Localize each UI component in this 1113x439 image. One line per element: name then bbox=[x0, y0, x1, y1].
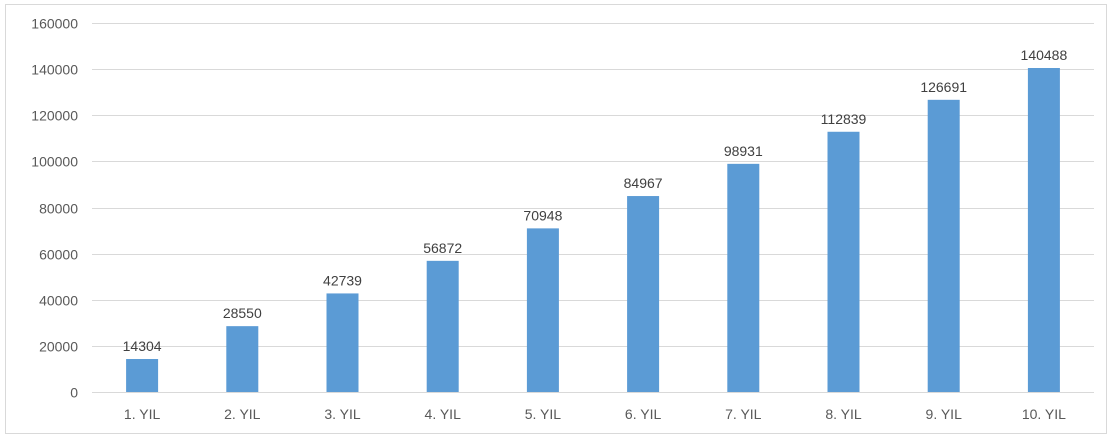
y-tick-label: 40000 bbox=[39, 293, 78, 309]
y-tick-label: 140000 bbox=[31, 62, 78, 78]
y-tick-label: 160000 bbox=[31, 16, 78, 32]
bar bbox=[927, 99, 960, 392]
y-tick-label: 60000 bbox=[39, 247, 78, 263]
x-tick-label: 8. YIL bbox=[825, 406, 862, 422]
data-label: 56872 bbox=[423, 240, 462, 256]
x-tick-label: 7. YIL bbox=[725, 406, 762, 422]
data-label: 70948 bbox=[523, 207, 562, 223]
y-axis-tick-labels: 0 20000 40000 60000 80000 100000 120000 140000 1… bbox=[31, 16, 78, 401]
x-tick-label: 9. YIL bbox=[926, 406, 963, 422]
bar bbox=[226, 326, 259, 392]
x-tick-label: 5. YIL bbox=[525, 406, 562, 422]
data-label: 84967 bbox=[624, 175, 663, 191]
bar bbox=[426, 260, 459, 392]
x-tick-label: 4. YIL bbox=[425, 406, 462, 422]
data-label: 126691 bbox=[920, 79, 967, 95]
y-tick-label: 100000 bbox=[31, 154, 78, 170]
data-labels: 14304 28550 42739 56872 70948 84967 98931 11283… bbox=[123, 47, 1068, 354]
data-label: 28550 bbox=[223, 305, 262, 321]
x-tick-label: 3. YIL bbox=[324, 406, 361, 422]
bar bbox=[1027, 67, 1060, 393]
x-tick-label: 1. YIL bbox=[124, 406, 161, 422]
y-tick-label: 120000 bbox=[31, 108, 78, 124]
bar bbox=[126, 359, 159, 392]
data-label: 98931 bbox=[724, 143, 763, 159]
bars bbox=[126, 67, 1060, 393]
y-tick-label: 20000 bbox=[39, 339, 78, 355]
gridlines bbox=[92, 23, 1094, 393]
bar bbox=[526, 228, 559, 392]
x-tick-label: 2. YIL bbox=[224, 406, 261, 422]
x-tick-label: 6. YIL bbox=[625, 406, 662, 422]
data-label: 42739 bbox=[323, 272, 362, 288]
data-label: 14304 bbox=[123, 338, 162, 354]
y-tick-label: 80000 bbox=[39, 201, 78, 217]
bar bbox=[727, 163, 760, 392]
x-tick-label: 10. YIL bbox=[1022, 406, 1066, 422]
bar bbox=[627, 196, 660, 392]
bar bbox=[326, 293, 359, 392]
x-axis-tick-labels: 1. YIL 2. YIL 3. YIL 4. YIL 5. YIL 6. YIL 7. Y… bbox=[124, 406, 1066, 422]
data-label: 140488 bbox=[1021, 47, 1068, 63]
bar bbox=[827, 131, 860, 392]
data-label: 112839 bbox=[821, 111, 867, 127]
y-tick-label: 0 bbox=[70, 385, 78, 401]
